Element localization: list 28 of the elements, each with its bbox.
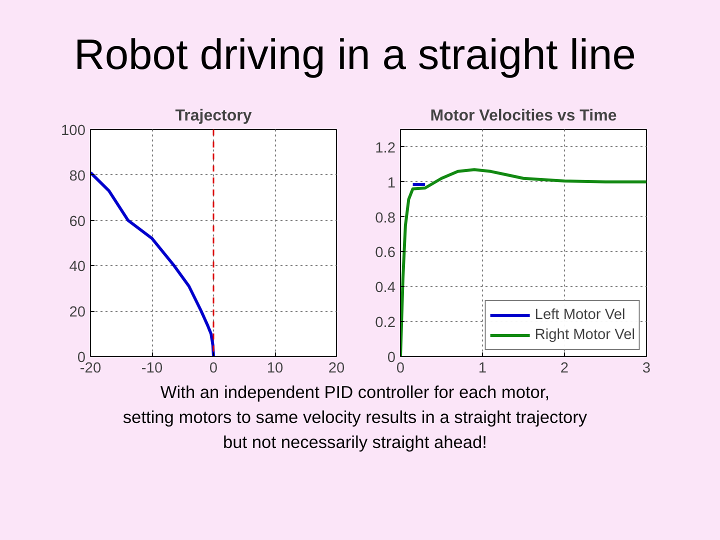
text: Robot driving in a straight line <box>74 30 636 81</box>
legend-label: Left Motor Vel <box>534 307 626 323</box>
y-tick-label: 40 <box>69 259 86 276</box>
x-tick-label: 3 <box>642 360 651 376</box>
x-tick-label: -10 <box>141 360 163 376</box>
y-tick-label: 0.2 <box>375 315 396 332</box>
y-tick-label: 0.6 <box>375 245 396 262</box>
text: setting motors to same velocity results in a straight trajectory <box>122 406 588 427</box>
line-series <box>90 171 215 356</box>
y-tick-label: 1 <box>387 175 396 192</box>
y-tick-label: 80 <box>69 168 86 184</box>
x-tick-label: 0 <box>209 360 218 376</box>
chart-title: Trajectory <box>175 108 252 124</box>
x-tick-label: 10 <box>266 360 284 376</box>
y-tick-label: 20 <box>69 304 86 321</box>
x-tick-label: 2 <box>560 360 569 376</box>
y-tick-label: 0.8 <box>375 210 396 226</box>
y-tick-label: 0 <box>387 350 396 366</box>
text: With an independent PID controller for each motor, <box>160 382 550 402</box>
y-tick-label: 1.2 <box>375 140 396 156</box>
y-tick-label: 60 <box>69 214 86 230</box>
y-tick-label: 100 <box>61 123 86 139</box>
chart-title: Motor Velocities vs Time <box>430 108 617 124</box>
legend-label: Right Motor Vel <box>534 327 635 343</box>
y-tick-label: 0.4 <box>375 280 396 296</box>
text: but not necessarily straight ahead! <box>223 432 487 452</box>
x-tick-label: 1 <box>478 360 487 376</box>
x-tick-label: 20 <box>328 360 345 376</box>
